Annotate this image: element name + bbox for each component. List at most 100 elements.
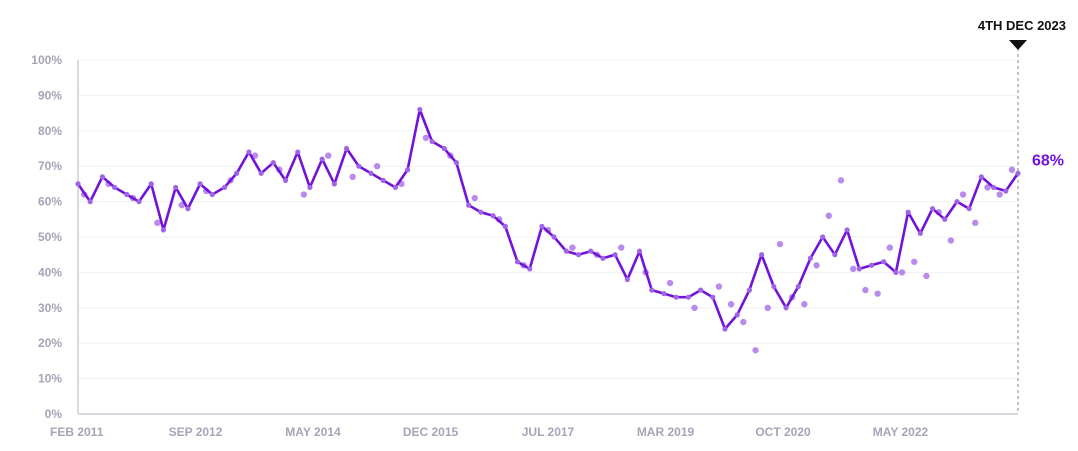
line-point (759, 252, 765, 258)
line-point (368, 170, 374, 176)
line-point (295, 149, 301, 155)
line-point (502, 223, 508, 229)
scatter-point (715, 283, 723, 290)
line-point (771, 283, 777, 290)
line-point (1015, 170, 1021, 176)
line-vertices (75, 106, 1021, 332)
line-point (405, 167, 411, 173)
line-point (710, 294, 716, 300)
scatter-point (727, 301, 735, 308)
line-point (551, 234, 557, 240)
scatter-point (984, 184, 991, 191)
line-point (453, 160, 460, 166)
scatter-point (422, 134, 430, 142)
line-point (636, 248, 643, 254)
y-tick-label: 90% (38, 88, 62, 102)
scatter-point (618, 244, 625, 251)
y-axis-ticks: 0% 10% 20% 30% 40% 50% 60% 70% 80% 90% 100% (31, 53, 62, 421)
scatter-point (471, 194, 478, 202)
scatter-points (80, 134, 1016, 354)
scatter-point (666, 279, 674, 287)
line-point (917, 230, 923, 237)
date-marker-label: 4TH DEC 2023 (978, 18, 1066, 33)
x-tick-label: SEP 2012 (169, 425, 223, 439)
scatter-point (837, 177, 845, 184)
line-point (905, 209, 911, 215)
scatter-point (959, 191, 967, 198)
x-tick-label: JUL 2017 (522, 425, 575, 439)
line-point (173, 184, 179, 191)
line-point (417, 106, 423, 113)
line-point (734, 312, 740, 318)
y-tick-label: 50% (38, 230, 62, 244)
line-point (490, 213, 496, 219)
line-point (954, 199, 960, 205)
line-point (661, 291, 667, 297)
line-point (136, 199, 142, 205)
scatter-point (764, 304, 771, 311)
y-tick-label: 0% (45, 407, 63, 421)
grid (78, 59, 1018, 380)
line-point (856, 266, 862, 272)
scatter-point (862, 286, 869, 294)
line-point (124, 191, 130, 198)
line-point (112, 184, 118, 191)
scatter-point (972, 219, 979, 227)
scatter-point (776, 240, 784, 248)
line-point (160, 227, 167, 233)
line-point (527, 266, 533, 272)
line-point (990, 184, 997, 191)
y-tick-label: 70% (38, 159, 62, 173)
line-point (478, 209, 484, 215)
x-tick-label: FEB 2011 (50, 425, 104, 439)
line-point (966, 206, 972, 212)
date-marker-triangle (1009, 40, 1027, 50)
line-point (942, 216, 948, 222)
y-tick-label: 60% (38, 195, 62, 209)
line-point (246, 149, 252, 155)
line-point (978, 174, 984, 180)
line-point (563, 248, 569, 254)
line-point (258, 170, 264, 176)
line-point (649, 287, 655, 293)
y-tick-label: 30% (38, 301, 62, 315)
scatter-point (874, 290, 881, 297)
x-tick-label: OCT 2020 (755, 425, 811, 439)
line-point (832, 252, 838, 258)
scatter-point (923, 272, 930, 280)
x-tick-label: MAR 2019 (637, 425, 695, 439)
line-point (429, 138, 435, 145)
line-point (844, 227, 850, 233)
scatter-point (752, 347, 759, 354)
line-point (746, 287, 753, 293)
scatter-point (325, 152, 332, 159)
scatter-point (947, 237, 955, 244)
line-point (197, 181, 203, 187)
line-point (795, 283, 801, 290)
line-point (624, 276, 630, 283)
line-point (685, 294, 691, 300)
scatter-point (886, 244, 894, 251)
line-point (697, 287, 704, 293)
line-point (575, 252, 582, 258)
line-point (466, 202, 472, 208)
scatter-point (898, 269, 906, 276)
scatter-point (154, 219, 161, 227)
line-point (514, 259, 521, 265)
scatter-point (178, 201, 185, 209)
x-tick-label: MAY 2014 (285, 425, 341, 439)
line-point (221, 184, 228, 191)
scatter-point (825, 212, 832, 219)
x-tick-label: DEC 2015 (403, 425, 459, 439)
line-point (881, 259, 887, 265)
line-point (270, 160, 276, 166)
scatter-point (911, 258, 918, 265)
line-point (807, 255, 814, 261)
y-tick-label: 20% (38, 336, 62, 350)
line-point (209, 191, 215, 198)
line-point (441, 145, 447, 152)
line-point (319, 156, 325, 162)
scatter-point (1008, 166, 1016, 173)
line-point (539, 223, 545, 229)
scatter-point (813, 262, 820, 269)
